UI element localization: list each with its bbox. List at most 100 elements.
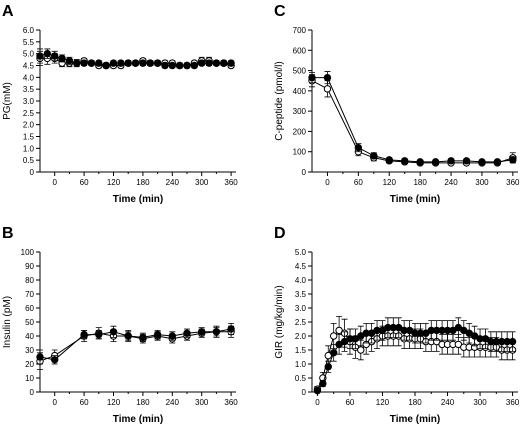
y-tick-label-A: 3.5 bbox=[23, 85, 35, 94]
x-tick-label-C: 120 bbox=[383, 178, 397, 187]
data-point-A-filled bbox=[190, 61, 199, 70]
data-point-A-filled bbox=[131, 59, 140, 67]
data-point-A-filled bbox=[87, 59, 96, 67]
y-tick-label-B: 10 bbox=[25, 374, 34, 383]
y-tick-label-B: 20 bbox=[25, 360, 34, 369]
x-tick-label-D: 120 bbox=[376, 398, 390, 407]
data-point-A-filled bbox=[102, 61, 110, 70]
data-point-D-open bbox=[329, 332, 338, 340]
y-tick-label-C: 100 bbox=[293, 148, 307, 157]
x-tick-label-A: 240 bbox=[166, 178, 180, 187]
data-point-A-filled bbox=[109, 59, 118, 67]
data-point-A-filled bbox=[73, 59, 81, 67]
y-tick-label-D: 0.5 bbox=[295, 374, 307, 383]
x-tick-label-C: 360 bbox=[506, 178, 520, 187]
data-point-C-filled bbox=[493, 158, 502, 166]
data-point-B-filled bbox=[227, 325, 235, 333]
y-tick-label-D: 5.0 bbox=[295, 248, 307, 257]
x-tick-label-B: 300 bbox=[195, 398, 209, 407]
x-tick-label-D: 240 bbox=[441, 398, 455, 407]
y-tick-label-B: 30 bbox=[25, 346, 34, 355]
y-tick-label-C: 700 bbox=[293, 26, 307, 35]
data-point-C-filled bbox=[478, 158, 486, 166]
x-axis-label-C: Time (min) bbox=[390, 194, 440, 205]
data-point-C-filled bbox=[447, 157, 455, 165]
axes-A bbox=[39, 30, 236, 173]
x-tick-label-A: 180 bbox=[136, 178, 150, 187]
y-tick-label-A: 0.5 bbox=[23, 156, 35, 165]
data-point-D-filled bbox=[324, 363, 332, 371]
x-tick-label-B: 240 bbox=[166, 398, 180, 407]
y-tick-label-C: 200 bbox=[293, 127, 307, 136]
axes-B bbox=[39, 252, 236, 393]
data-point-C-open bbox=[323, 85, 332, 93]
y-tick-label-B: 90 bbox=[25, 262, 34, 271]
data-point-A-filled bbox=[220, 59, 228, 67]
x-axis-label-A: Time (min) bbox=[113, 194, 163, 205]
panel-C: C 0 100 200 300 400 500 600 700 0 60 120 180 240 300 36… bbox=[274, 3, 520, 205]
data-point-C-filled bbox=[401, 157, 409, 165]
data-point-C-filled bbox=[385, 156, 393, 164]
data-point-D-filled bbox=[329, 349, 338, 357]
y-tick-label-A: 3.0 bbox=[23, 97, 35, 106]
data-point-B-filled bbox=[183, 329, 191, 337]
x-tick-label-D: 0 bbox=[315, 398, 320, 407]
y-tick-label-B: 40 bbox=[25, 332, 34, 341]
data-point-A-filled bbox=[183, 61, 191, 70]
y-tick-label-A: 2.5 bbox=[23, 109, 35, 118]
x-tick-label-C: 60 bbox=[354, 178, 363, 187]
y-axis-label-B: Insulin (pM) bbox=[2, 296, 13, 348]
y-tick-label-C: 0 bbox=[302, 168, 307, 177]
x-tick-label-A: 0 bbox=[52, 178, 57, 187]
data-point-A-filled bbox=[212, 59, 221, 67]
axes-D bbox=[311, 252, 518, 393]
data-point-A-filled bbox=[51, 52, 59, 60]
data-point-C-filled bbox=[509, 156, 517, 164]
x-tick-label-D: 360 bbox=[506, 398, 520, 407]
data-point-A-filled bbox=[95, 59, 103, 67]
y-tick-label-D: 1.5 bbox=[295, 346, 307, 355]
data-point-C-filled bbox=[370, 152, 378, 160]
data-point-B-filled bbox=[80, 330, 88, 339]
data-point-C-filled bbox=[462, 157, 471, 165]
series-line-C-open bbox=[311, 80, 514, 164]
data-point-B-filled bbox=[168, 332, 177, 340]
data-point-A-filled bbox=[117, 59, 125, 67]
data-point-C-filled bbox=[308, 73, 316, 82]
data-point-B-filled bbox=[95, 330, 103, 339]
data-point-C-filled bbox=[323, 73, 332, 82]
y-tick-label-D: 4.0 bbox=[295, 276, 307, 285]
data-point-A-filled bbox=[161, 61, 169, 70]
y-tick-label-B: 50 bbox=[25, 318, 34, 327]
y-tick-label-B: 80 bbox=[25, 276, 34, 285]
data-point-B-filled bbox=[109, 328, 118, 336]
panel-letter-D: D bbox=[274, 225, 286, 242]
data-point-B-filled bbox=[51, 356, 59, 364]
y-tick-label-A: 4.0 bbox=[23, 73, 35, 82]
data-point-D-filled bbox=[508, 337, 517, 346]
y-tick-label-D: 4.5 bbox=[295, 262, 307, 271]
panel-B: B 0 10 20 30 40 50 60 70 80 90 100 0 60 120 180 240 300 36… bbox=[2, 225, 238, 425]
data-point-A-filled bbox=[205, 59, 213, 67]
y-axis-label-C: C-peptide (pmol/l) bbox=[274, 61, 285, 140]
panel-letter-A: A bbox=[2, 3, 14, 20]
data-point-A-filled bbox=[65, 57, 74, 65]
x-axis-label-B: Time (min) bbox=[113, 414, 163, 425]
y-tick-label-D: 3.0 bbox=[295, 304, 307, 313]
panel-letter-B: B bbox=[2, 225, 14, 242]
x-tick-label-B: 0 bbox=[52, 398, 57, 407]
x-tick-label-D: 300 bbox=[473, 398, 487, 407]
panel-A: A 0 0.5 1.0 1.5 2.0 2.5 3.0 3.5 4.0 4.5 5.0 5.5 6.0 0 6… bbox=[2, 3, 238, 205]
x-tick-label-D: 60 bbox=[345, 398, 354, 407]
data-point-A-filled bbox=[58, 54, 66, 63]
data-point-A-filled bbox=[227, 59, 235, 67]
data-point-B-filled bbox=[36, 353, 44, 361]
y-tick-label-A: 1.0 bbox=[23, 144, 35, 153]
axes-C bbox=[311, 30, 518, 173]
x-tick-label-A: 120 bbox=[107, 178, 121, 187]
y-tick-label-D: 3.5 bbox=[295, 290, 307, 299]
x-tick-label-A: 360 bbox=[224, 178, 238, 187]
data-point-A-filled bbox=[146, 59, 154, 67]
x-tick-label-D: 180 bbox=[408, 398, 422, 407]
